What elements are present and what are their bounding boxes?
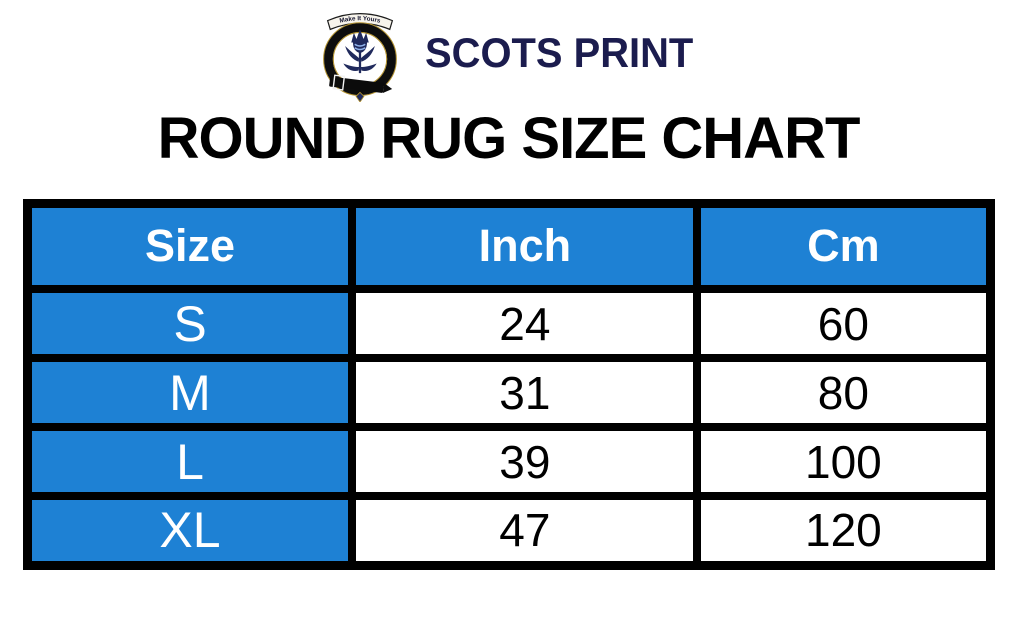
header-row: Size Inch Cm: [22, 199, 994, 294]
brand-header: Make It Yours: [0, 0, 1017, 103]
thistle-icon: [343, 29, 377, 74]
size-cell: S: [22, 285, 357, 363]
table-row-xl: XL 47 120: [22, 492, 994, 570]
brand-name: SCOTS PRINT: [425, 29, 694, 76]
crest-motto-text: Make It Yours: [339, 15, 382, 25]
size-chart-table: Size Inch Cm S 24 60 M 31 80 L 39 100 XL…: [22, 198, 995, 570]
table-row-l: L 39 100: [22, 423, 994, 501]
strap-buckle-icon: [329, 74, 393, 94]
page-title: ROUND RUG SIZE CHART: [157, 106, 861, 171]
inch-cell: 47: [348, 492, 702, 570]
size-cell: M: [22, 354, 357, 432]
cm-cell: 80: [693, 354, 994, 432]
size-cell: XL: [22, 492, 357, 570]
inch-cell: 39: [348, 423, 702, 501]
inch-cell: 24: [348, 285, 702, 363]
inch-cell: 31: [348, 354, 702, 432]
cm-cell: 120: [693, 492, 994, 570]
svg-text:Make It Yours: Make It Yours: [339, 15, 382, 25]
table-row-m: M 31 80: [22, 354, 994, 432]
thistle-crest-logo-icon: Make It Yours: [316, 4, 404, 103]
table-row-s: S 24 60: [22, 285, 994, 363]
cm-cell: 100: [693, 423, 994, 501]
col-header-size: Size: [22, 199, 357, 294]
col-header-cm: Cm: [693, 199, 994, 294]
col-header-inch: Inch: [348, 199, 702, 294]
cm-cell: 60: [693, 285, 994, 363]
size-cell: L: [22, 423, 357, 501]
